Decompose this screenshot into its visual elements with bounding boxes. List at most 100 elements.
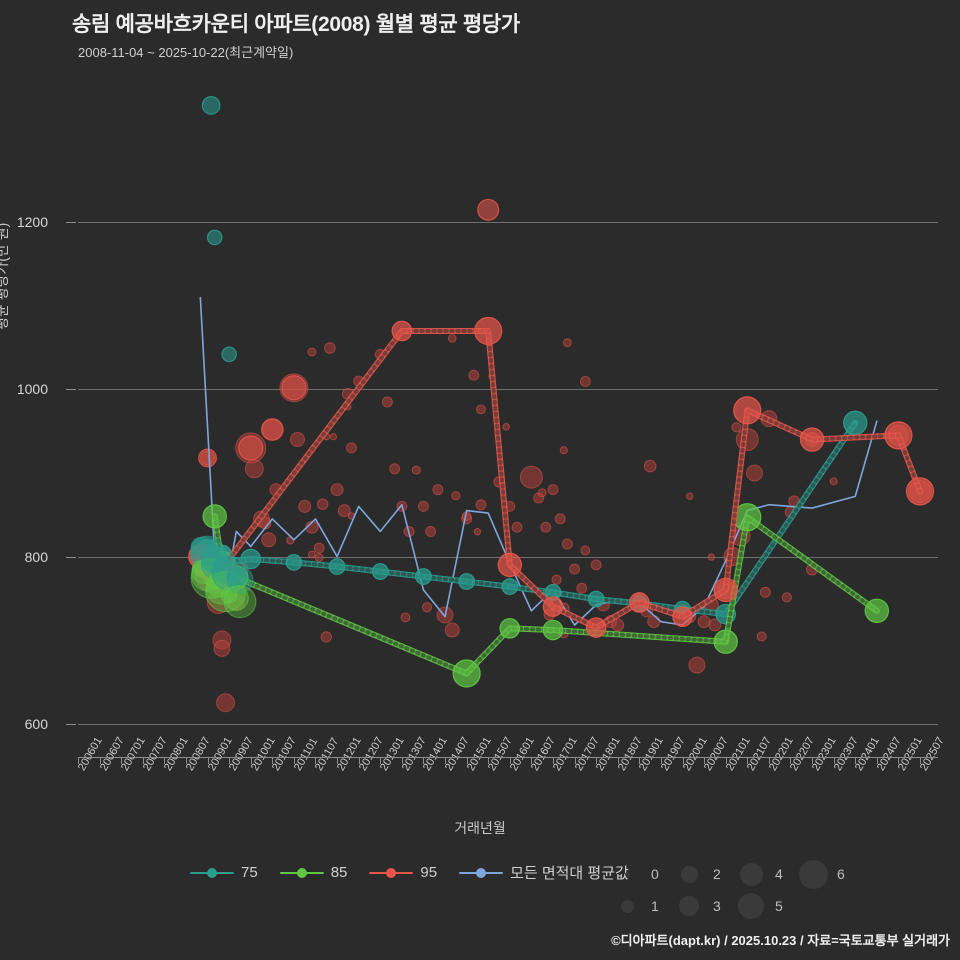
legend-item-75[interactable]: 75 — [190, 864, 258, 881]
series-marker — [799, 427, 825, 452]
x-tick-mark — [466, 757, 468, 764]
series-marker — [585, 617, 607, 638]
series-marker — [542, 596, 564, 617]
legend-label: 85 — [330, 864, 348, 881]
scatter-point — [519, 465, 543, 489]
x-tick-mark — [790, 757, 792, 764]
scatter-point — [759, 586, 771, 598]
series-marker — [713, 629, 738, 654]
scatter-point — [576, 582, 588, 594]
x-tick-mark — [855, 757, 857, 764]
outlier-point — [281, 375, 307, 401]
series-marker — [328, 558, 346, 575]
x-tick-mark — [574, 757, 576, 764]
scatter-point — [745, 464, 763, 482]
scatter-point — [569, 563, 581, 575]
series-marker — [864, 598, 890, 624]
series-marker — [672, 606, 693, 627]
scatter-point — [216, 693, 236, 713]
legend-item-모든 면적대 평균값[interactable]: 모든 면적대 평균값 — [459, 862, 629, 883]
series-layer — [188, 96, 935, 713]
x-tick-mark — [142, 757, 144, 764]
scatter-point — [289, 432, 305, 448]
series-marker — [587, 590, 605, 608]
scatter-point — [502, 423, 511, 431]
y-tick-label: 1200 — [16, 214, 48, 231]
x-tick-mark — [272, 757, 274, 764]
x-tick-mark — [401, 757, 403, 764]
x-tick-mark — [78, 757, 79, 764]
outlier-point — [206, 229, 223, 246]
series-marker — [501, 578, 519, 595]
scatter-point — [707, 553, 716, 561]
legend-label: 75 — [241, 864, 258, 881]
series-marker — [391, 320, 413, 342]
gridline — [78, 723, 938, 725]
y-tick-label: 1000 — [16, 381, 48, 398]
gridline — [78, 389, 938, 391]
y-tick-mark — [66, 389, 76, 391]
x-tick-mark — [725, 757, 727, 764]
scatter-point — [829, 477, 838, 486]
x-tick-mark — [207, 757, 209, 764]
size-legend-label: 5 — [775, 898, 783, 914]
size-dot-icon — [739, 862, 763, 886]
x-tick-mark — [768, 757, 770, 764]
series-marker — [452, 659, 481, 688]
x-tick-mark — [660, 757, 662, 764]
scatter-point — [400, 612, 411, 623]
scatter-point — [389, 463, 401, 475]
x-tick-mark — [617, 757, 619, 764]
x-tick-mark — [164, 757, 166, 764]
y-tick-mark — [66, 222, 76, 224]
legend-item-85[interactable]: 85 — [279, 864, 348, 881]
x-tick-mark — [445, 757, 447, 764]
x-tick-mark — [250, 757, 252, 764]
series-legend: 75 85 95 모든 면적대 평균값 — [190, 862, 651, 883]
outlier-point — [477, 198, 500, 221]
x-tick-mark — [833, 757, 835, 764]
series-marker — [843, 410, 868, 436]
scatter-point — [468, 369, 480, 381]
y-tick-mark — [66, 556, 76, 558]
scatter-point — [781, 592, 792, 603]
scatter-point — [447, 334, 457, 343]
series-marker — [884, 421, 913, 450]
x-axis-line — [78, 757, 938, 758]
scatter-point — [345, 442, 357, 454]
size-legend-item-5: 5 — [736, 893, 798, 919]
scatter-point — [590, 559, 602, 571]
size-legend-label: 6 — [837, 866, 845, 882]
series-marker — [285, 553, 303, 571]
scatter-point — [643, 459, 657, 473]
scatter-point — [647, 615, 661, 629]
x-tick-mark — [121, 757, 123, 764]
x-tick-mark — [682, 757, 684, 764]
scatter-point — [697, 615, 711, 629]
size-dot-icon — [624, 871, 630, 877]
scatter-point — [580, 545, 591, 556]
legend-swatch-icon — [459, 866, 504, 880]
size-legend-label: 3 — [713, 898, 721, 914]
outlier-point — [198, 448, 217, 468]
scatter-point — [444, 622, 460, 638]
series-marker — [733, 396, 762, 425]
scatter-point — [307, 550, 316, 559]
scatter-point — [611, 618, 625, 632]
series-marker — [905, 477, 935, 506]
x-tick-mark — [747, 757, 749, 764]
x-tick-mark — [358, 757, 360, 764]
chart-subtitle: 2008-11-04 ~ 2025-10-22(최근계약일) — [78, 45, 294, 60]
y-tick-label: 600 — [24, 715, 48, 732]
scatter-point — [562, 338, 572, 348]
x-tick-mark — [596, 757, 598, 764]
x-tick-mark — [876, 757, 878, 764]
scatter-point — [316, 498, 329, 510]
size-legend-item-2: 2 — [674, 865, 736, 883]
legend-item-95[interactable]: 95 — [369, 864, 437, 881]
scatter-point — [559, 446, 568, 455]
bubble-size-legend: 0 2 4 6 1 3 5 — [612, 858, 912, 922]
size-legend-item-6: 6 — [798, 859, 860, 889]
x-tick-mark — [380, 757, 382, 764]
page-title: 송림 예공바흐카운티 아파트(2008) 월별 평균 평당가 — [72, 13, 520, 36]
